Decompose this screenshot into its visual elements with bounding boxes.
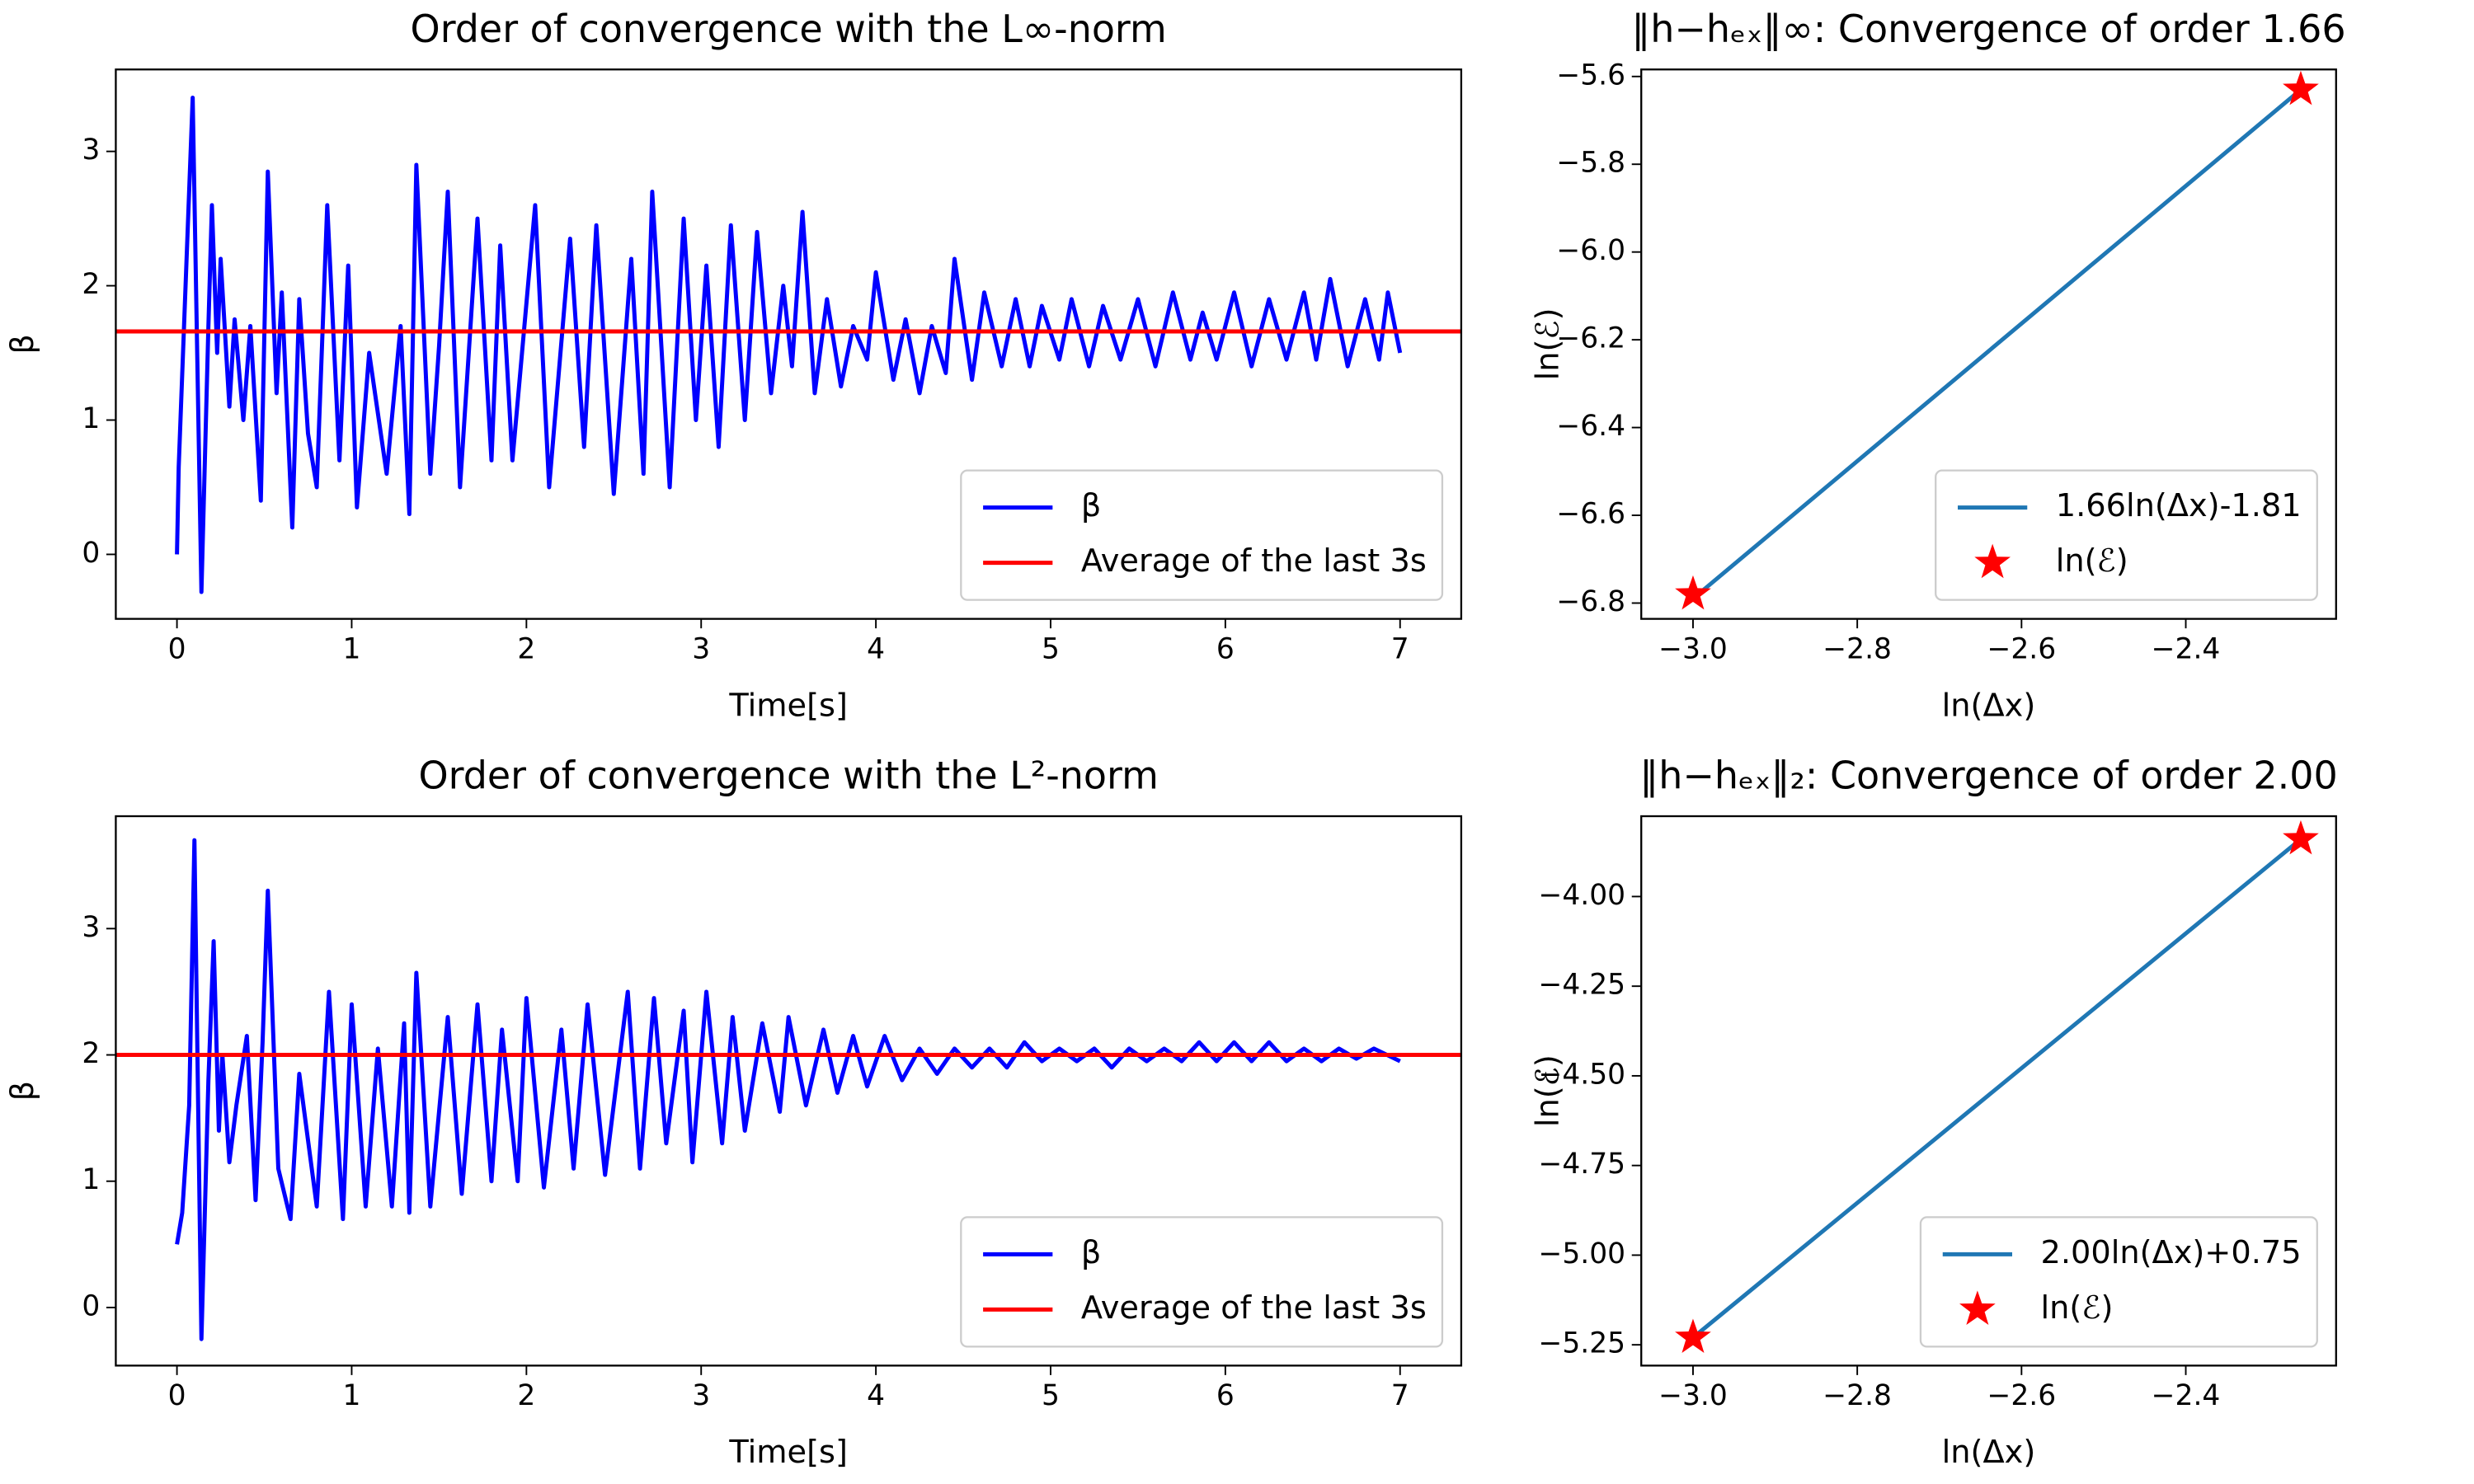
legend-box bbox=[960, 1216, 1444, 1348]
y-tick-label: 0 bbox=[82, 537, 100, 570]
x-tick-label: 5 bbox=[1042, 632, 1060, 665]
x-tick-label: 1 bbox=[343, 1379, 361, 1412]
x-tick-label: −2.6 bbox=[1987, 632, 2056, 665]
data-line bbox=[1691, 87, 2302, 601]
y-tick-label: 1 bbox=[82, 1163, 100, 1196]
y-tick-label: −6.0 bbox=[1556, 234, 1625, 267]
x-tick-label: 0 bbox=[168, 1379, 186, 1412]
legend-box bbox=[960, 469, 1444, 601]
x-tick-label: −3.0 bbox=[1658, 1379, 1728, 1412]
star-marker bbox=[1675, 1318, 1711, 1354]
x-tick-label: −2.4 bbox=[2152, 632, 2221, 665]
star-marker bbox=[1675, 575, 1711, 610]
subplot-title: Order of convergence with the L∞-norm bbox=[411, 7, 1167, 51]
y-tick-label: −6.8 bbox=[1556, 585, 1625, 618]
axes-frame bbox=[115, 815, 1463, 1367]
legend-label: β bbox=[1081, 487, 1101, 524]
axes-frame bbox=[1640, 815, 2337, 1367]
x-tick-label: −2.8 bbox=[1823, 1379, 1892, 1412]
y-tick-label: −5.00 bbox=[1538, 1237, 1625, 1270]
y-axis-label: β bbox=[4, 1081, 41, 1101]
y-axis-label: ln(ℰ) bbox=[1530, 308, 1567, 380]
subplot: ‖h−hₑₓ‖₂: Convergence of order 2.00 ln(Δx… bbox=[1530, 754, 2338, 1472]
y-tick-label: −4.75 bbox=[1538, 1148, 1625, 1181]
y-tick-label: −4.00 bbox=[1538, 879, 1625, 912]
x-tick-label: 3 bbox=[692, 632, 710, 665]
legend: β Average of the last 3s bbox=[960, 1216, 1444, 1348]
star-marker bbox=[2283, 819, 2319, 855]
x-tick-label: 5 bbox=[1042, 1379, 1060, 1412]
y-tick-label: −5.6 bbox=[1556, 59, 1625, 92]
legend-label: β bbox=[1081, 1234, 1101, 1271]
plot-area bbox=[115, 95, 1461, 594]
x-axis-label: Time[s] bbox=[728, 687, 847, 724]
x-axis-label: ln(Δx) bbox=[1942, 1434, 2036, 1471]
x-tick-label: 3 bbox=[692, 1379, 710, 1412]
x-tick-label: −2.6 bbox=[1987, 1379, 2056, 1412]
y-axis-label: β bbox=[4, 334, 41, 354]
legend: β Average of the last 3s bbox=[960, 469, 1444, 601]
subplot: Order of convergence with the L∞-norm Tim… bbox=[4, 7, 1463, 724]
legend-label: 2.00ln(Δx)+0.75 bbox=[2040, 1234, 2301, 1271]
x-tick-label: 6 bbox=[1216, 1379, 1235, 1412]
legend-label: ln(ℰ) bbox=[2056, 542, 2128, 580]
legend: 1.66ln(Δx)-1.81 ln(ℰ) bbox=[1935, 469, 2318, 601]
data-line bbox=[175, 95, 1403, 594]
y-tick-label: −4.50 bbox=[1538, 1058, 1625, 1091]
subplot-title: ‖h−hₑₓ‖∞: Convergence of order 1.66 bbox=[1631, 7, 2345, 52]
plot-area bbox=[1691, 837, 2302, 1340]
x-axis-label: ln(Δx) bbox=[1942, 687, 2036, 724]
x-tick-label: 6 bbox=[1216, 632, 1235, 665]
x-tick-label: 7 bbox=[1391, 1379, 1409, 1412]
y-tick-label: 0 bbox=[82, 1289, 100, 1322]
y-tick-label: 2 bbox=[82, 268, 100, 301]
plot-area bbox=[1691, 87, 2302, 601]
x-tick-label: 1 bbox=[343, 632, 361, 665]
y-tick-label: −6.4 bbox=[1556, 410, 1625, 443]
subplot: Order of convergence with the L²-norm Tim… bbox=[4, 754, 1463, 1471]
y-tick-label: 2 bbox=[82, 1037, 100, 1070]
axes-frame bbox=[1640, 68, 2337, 620]
x-tick-label: 0 bbox=[168, 632, 186, 665]
axes-frame bbox=[115, 68, 1463, 620]
legend-marker bbox=[1974, 543, 2011, 579]
legend-box bbox=[1919, 1216, 2318, 1348]
y-tick-label: −6.6 bbox=[1556, 498, 1625, 531]
data-line bbox=[175, 838, 1401, 1341]
legend-label: Average of the last 3s bbox=[1081, 1289, 1427, 1327]
x-tick-label: 2 bbox=[517, 632, 535, 665]
legend-marker bbox=[1959, 1290, 1996, 1325]
x-tick-label: 2 bbox=[517, 1379, 535, 1412]
star-marker bbox=[2283, 70, 2319, 106]
subplot: ‖h−hₑₓ‖∞: Convergence of order 1.66 ln(Δx… bbox=[1530, 7, 2346, 725]
x-tick-label: −3.0 bbox=[1658, 632, 1728, 665]
y-axis-label: ln(ℰ) bbox=[1530, 1054, 1567, 1127]
x-tick-label: −2.8 bbox=[1823, 632, 1892, 665]
data-line bbox=[1691, 837, 2302, 1340]
legend-label: ln(ℰ) bbox=[2040, 1289, 2113, 1327]
plot-area bbox=[115, 838, 1461, 1341]
x-tick-label: 7 bbox=[1391, 632, 1409, 665]
legend-label: Average of the last 3s bbox=[1081, 542, 1427, 580]
subplot-title: ‖h−hₑₓ‖₂: Convergence of order 2.00 bbox=[1639, 754, 2337, 799]
y-tick-label: 3 bbox=[82, 911, 100, 944]
x-axis-label: Time[s] bbox=[728, 1434, 847, 1471]
y-tick-label: −6.2 bbox=[1556, 322, 1625, 355]
legend-label: 1.66ln(Δx)-1.81 bbox=[2056, 487, 2302, 524]
legend: 2.00ln(Δx)+0.75 ln(ℰ) bbox=[1919, 1216, 2318, 1348]
y-tick-label: −5.25 bbox=[1538, 1327, 1625, 1360]
y-tick-label: −5.8 bbox=[1556, 147, 1625, 180]
y-tick-label: 1 bbox=[82, 402, 100, 435]
x-tick-label: −2.4 bbox=[2152, 1379, 2221, 1412]
legend-box bbox=[1935, 469, 2318, 601]
subplot-title: Order of convergence with the L²-norm bbox=[418, 754, 1158, 798]
x-tick-label: 4 bbox=[867, 632, 885, 665]
x-tick-label: 4 bbox=[867, 1379, 885, 1412]
y-tick-label: 3 bbox=[82, 134, 100, 167]
y-tick-label: −4.25 bbox=[1538, 969, 1625, 1002]
